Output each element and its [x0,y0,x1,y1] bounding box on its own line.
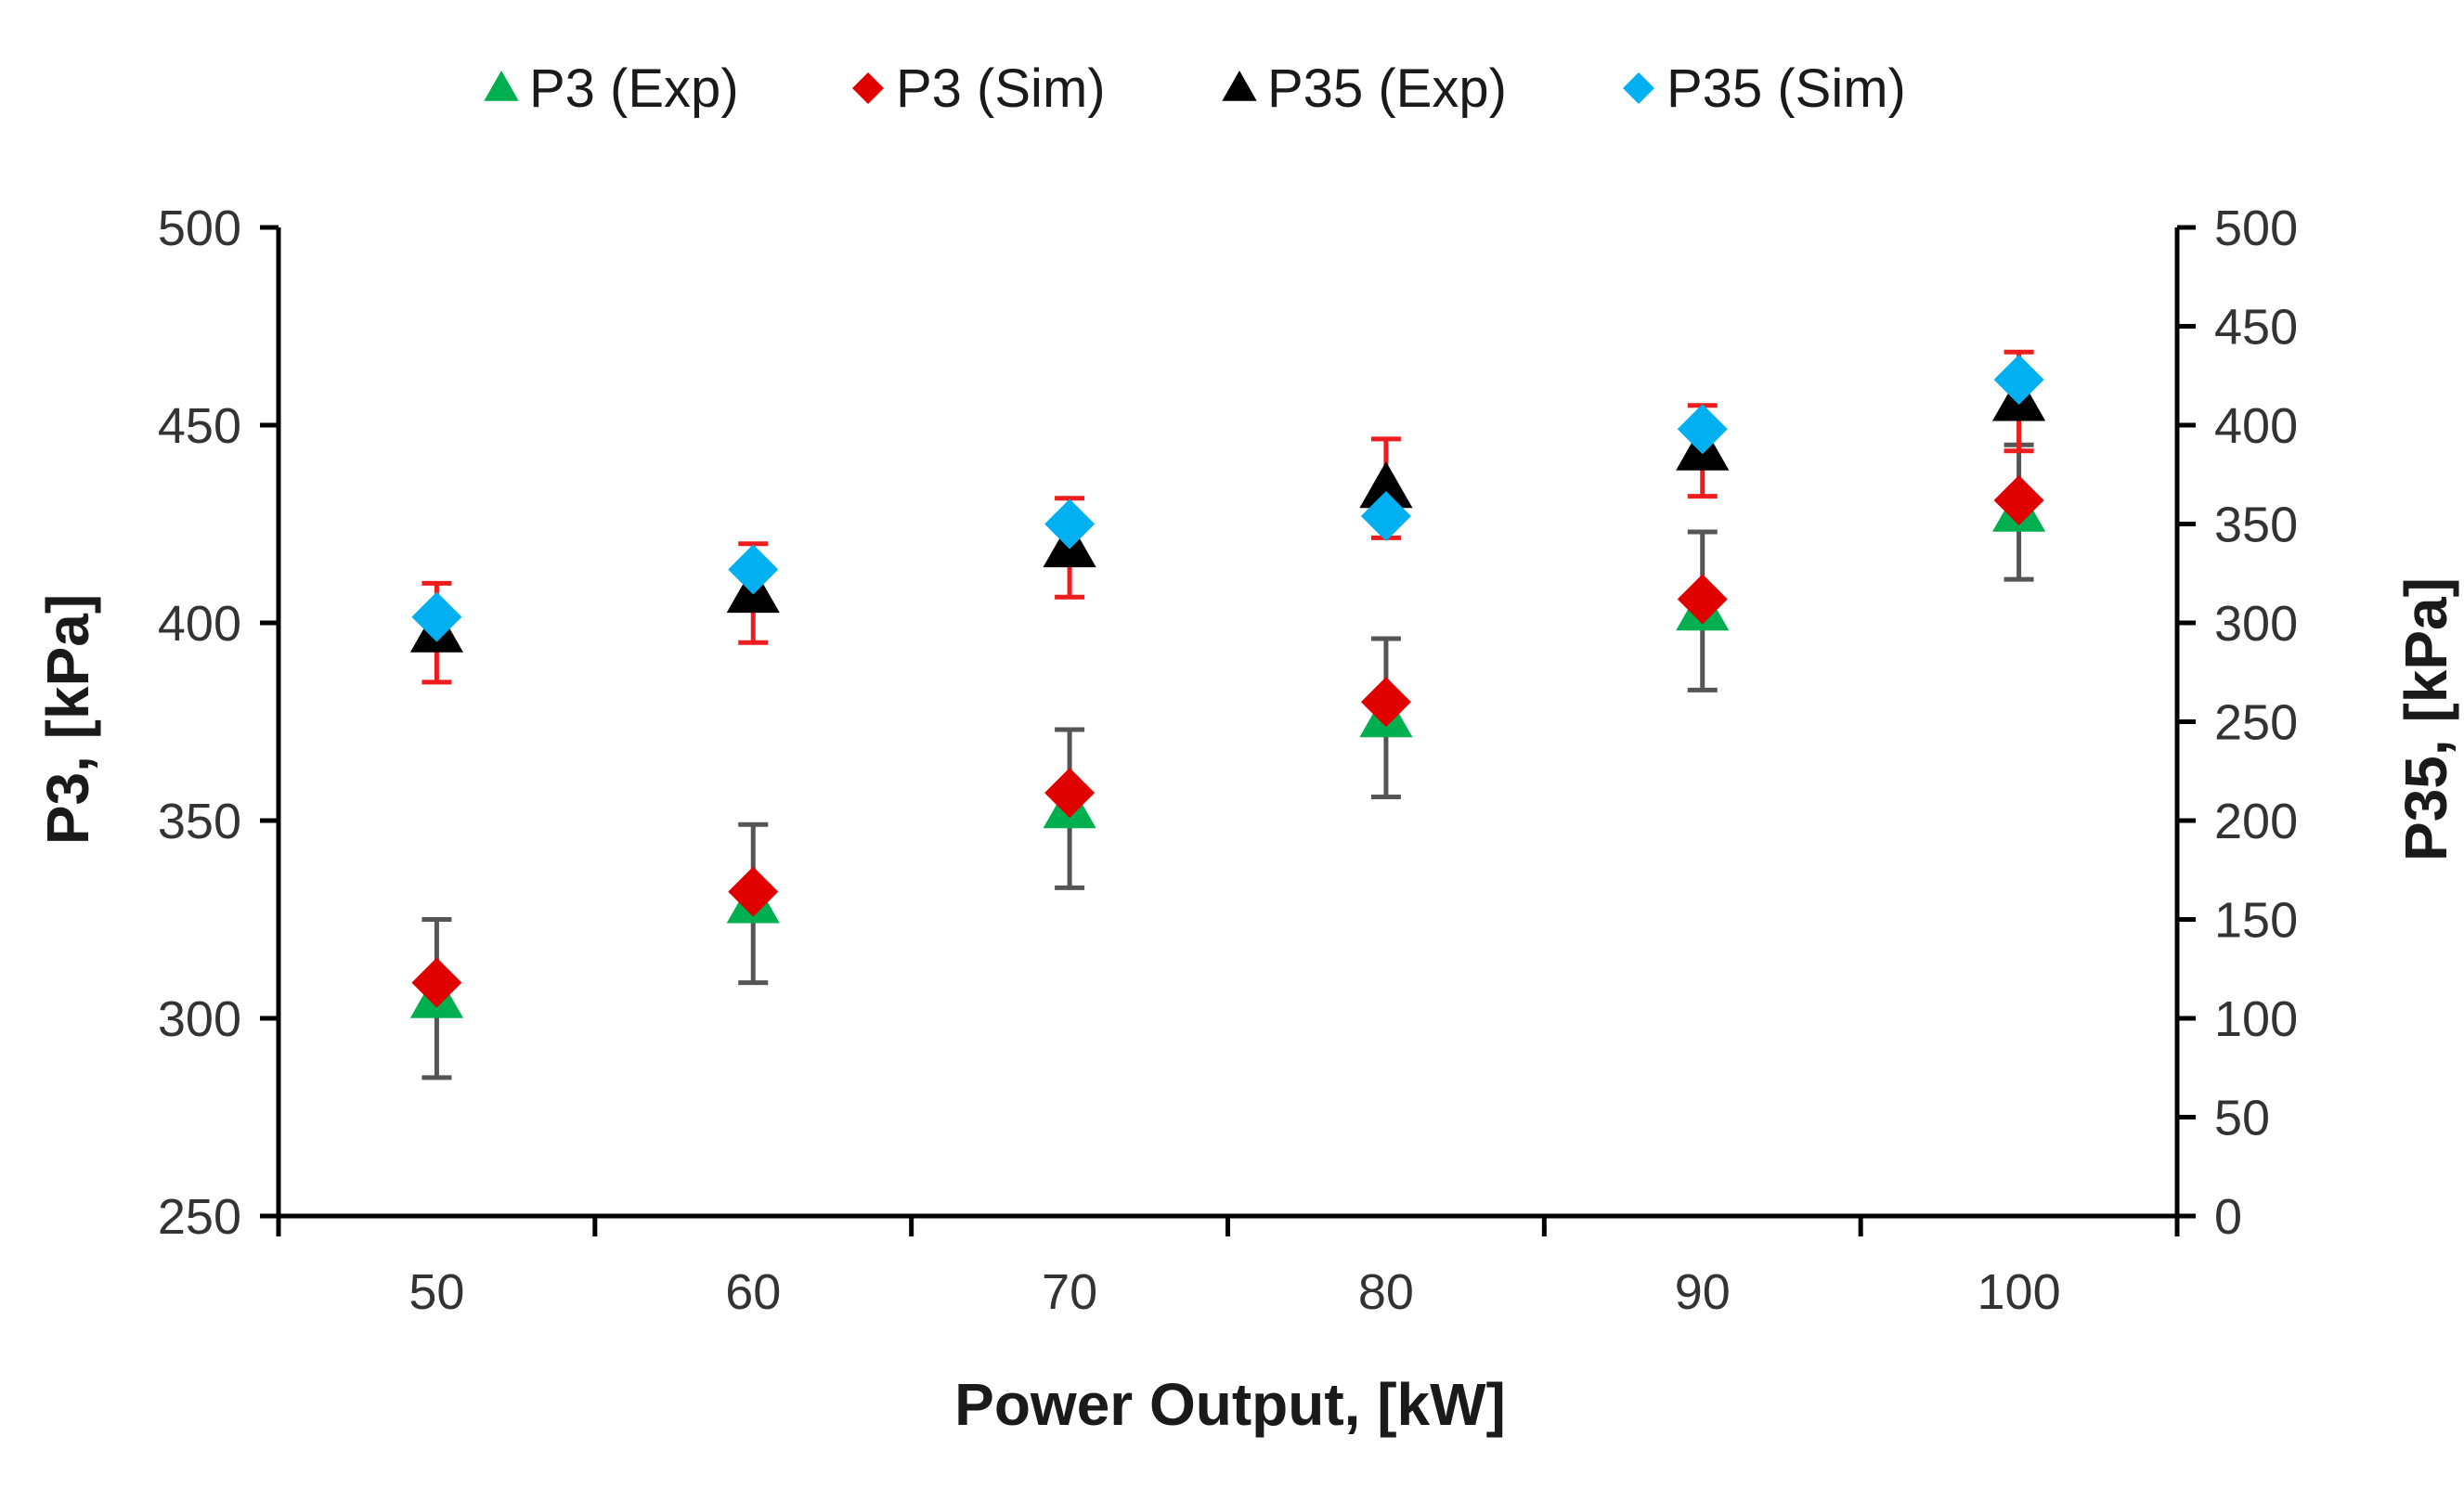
legend-marker-p35-exp [1222,71,1257,101]
point-p35-sim [1677,404,1728,455]
legend-marker-p3-exp [484,71,519,101]
point-p3-sim [1044,768,1096,819]
point-p3-sim [1993,474,2044,525]
axis-titles: Power Output, [kW] P3, [kPa] P35, [kPa] [34,577,2459,1438]
y-axis-title-left: P3, [kPa] [34,594,101,845]
point-p35-sim [1993,355,2044,406]
y-left-tick-label: 250 [158,1189,241,1245]
y-right-tick-label: 100 [2214,991,2298,1047]
y-right-tick-label: 50 [2214,1091,2270,1146]
x-tick-label: 80 [1358,1264,1414,1320]
y-axis-title-right: P35, [kPa] [2393,577,2459,861]
x-axis-title: Power Output, [kW] [954,1371,1506,1438]
y-right-tick-label: 500 [2214,201,2298,256]
x-tick-label: 100 [1978,1264,2061,1320]
y-right-tick-label: 200 [2214,794,2298,849]
y-right-tick-label: 250 [2214,695,2298,751]
y-right-tick-label: 0 [2214,1189,2242,1245]
point-p35-sim [1044,498,1096,550]
point-p35-sim [411,591,462,642]
point-p35-exp [1359,461,1413,509]
legend-label-p3-sim: P3 (Sim) [896,58,1106,119]
y-right-tick-label: 300 [2214,596,2298,652]
y-left-tick-label: 350 [158,794,241,849]
legend-label-p35-exp: P35 (Exp) [1267,58,1507,119]
y-left-tick-label: 400 [158,596,241,652]
x-tick-label: 90 [1675,1264,1731,1320]
y-left-tick-label: 450 [158,398,241,454]
x-tick-label: 60 [725,1264,781,1320]
x-tick-label: 70 [1042,1264,1097,1320]
legend-marker-p3-sim [852,72,884,104]
point-p3-sim [728,866,779,917]
data-markers [409,355,2046,1018]
legend-label-p3-exp: P3 (Exp) [529,58,739,119]
legend-marker-p35-sim [1623,72,1654,104]
legend: P3 (Exp) P3 (Sim) P35 (Exp) P35 (Sim) [484,58,1906,119]
y-left-tick-label: 300 [158,991,241,1047]
y-left-tick-label: 500 [158,201,241,256]
point-p3-sim [411,957,462,1008]
point-p35-sim [1360,490,1411,541]
y-right-tick-label: 450 [2214,300,2298,356]
point-p35-sim [728,544,779,595]
legend-label-p35-sim: P35 (Sim) [1666,58,1906,119]
y-right-tick-label: 350 [2214,498,2298,553]
point-p3-sim [1677,574,1728,625]
axes: 250 300 350 400 450 500 0 50 100 150 200 250 300 350 4… [158,201,2298,1320]
point-p3-sim [1360,677,1411,728]
error-bars [421,349,2034,1080]
y-right-tick-label: 400 [2214,398,2298,454]
x-tick-label: 50 [409,1264,464,1320]
y-right-tick-label: 150 [2214,893,2298,949]
